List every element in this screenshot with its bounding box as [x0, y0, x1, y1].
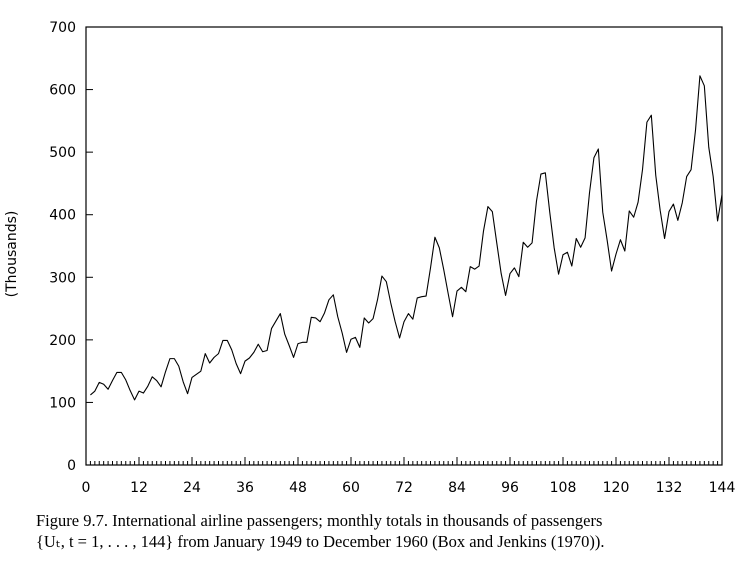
x-tick-label: 36 — [236, 480, 254, 496]
x-tick-label: 120 — [603, 480, 630, 496]
chart: 0 100 200 300 400 500 600 700 0 12 24 36 48 60 72 84 96… — [4, 20, 736, 496]
x-tick-label: 48 — [289, 480, 307, 496]
y-tick-label: 500 — [49, 145, 76, 161]
y-tick-label: 300 — [49, 270, 76, 286]
figure-caption: Figure 9.7. International airline passen… — [36, 510, 742, 552]
y-tick-label: 0 — [67, 458, 76, 474]
y-tick-label: 700 — [49, 20, 76, 36]
x-tick-label: 96 — [501, 480, 519, 496]
x-tick-label: 60 — [342, 480, 360, 496]
x-tick-label: 24 — [183, 480, 201, 496]
x-tick-label: 72 — [395, 480, 413, 496]
x-tick-label: 132 — [656, 480, 683, 496]
caption-line-1: Figure 9.7. International airline passen… — [36, 511, 603, 530]
y-tick-label: 200 — [49, 333, 76, 349]
x-tick-label: 0 — [82, 480, 91, 496]
y-tick-label: 600 — [49, 83, 76, 99]
x-axis: 0 12 24 36 48 60 72 84 96 108 120 132 144 — [82, 457, 736, 496]
y-axis-label: (Thousands) — [4, 211, 20, 298]
y-axis: 0 100 200 300 400 500 600 700 — [49, 20, 93, 474]
y-tick-label: 400 — [49, 208, 76, 224]
y-tick-label: 100 — [49, 395, 76, 411]
plot-frame — [85, 26, 723, 466]
series-line — [90, 75, 723, 401]
x-tick-label: 84 — [448, 480, 466, 496]
x-tick-label: 12 — [130, 480, 148, 496]
caption-line-2: {Uₜ, t = 1, . . . , 144} from January 19… — [36, 532, 605, 551]
x-tick-label: 144 — [709, 480, 736, 496]
x-tick-label: 108 — [550, 480, 577, 496]
